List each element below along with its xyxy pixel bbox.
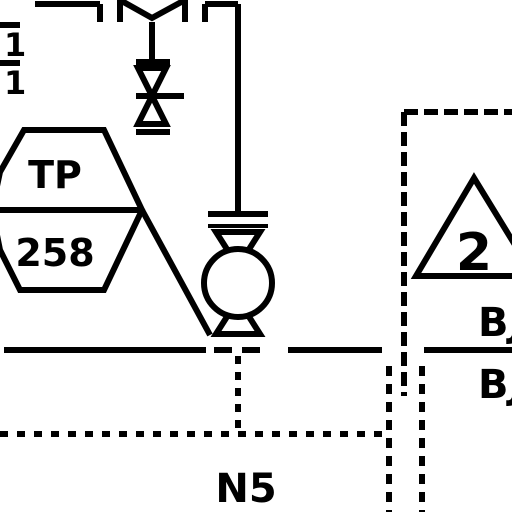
- centrifugal-pump-icon: [201, 211, 275, 337]
- hazard-number: 2: [456, 223, 492, 283]
- left-mark-bottom: 1: [4, 64, 26, 102]
- check-valve-icon: [133, 59, 184, 135]
- left-mark-top: 1: [4, 26, 26, 64]
- top-pipe: [35, 1, 103, 22]
- gate-valve-icon: [117, 0, 188, 62]
- tag-letters: TP: [28, 153, 82, 197]
- dotted-boundary: [0, 356, 425, 512]
- tag-leader-line: [139, 208, 213, 337]
- tag-number: 258: [15, 231, 94, 275]
- dashed-enclosure: [401, 109, 512, 396]
- right-code-bottom: BJ: [478, 362, 512, 408]
- bottom-code: N5: [215, 466, 276, 512]
- left-edge-marks: 1 1: [0, 22, 26, 102]
- right-code-top: BJ: [478, 300, 512, 346]
- hexagon-instrument-tag-icon: TP 258: [0, 127, 146, 293]
- discharge-pipe: [202, 1, 241, 212]
- triangle-warning-icon: 2: [410, 172, 512, 283]
